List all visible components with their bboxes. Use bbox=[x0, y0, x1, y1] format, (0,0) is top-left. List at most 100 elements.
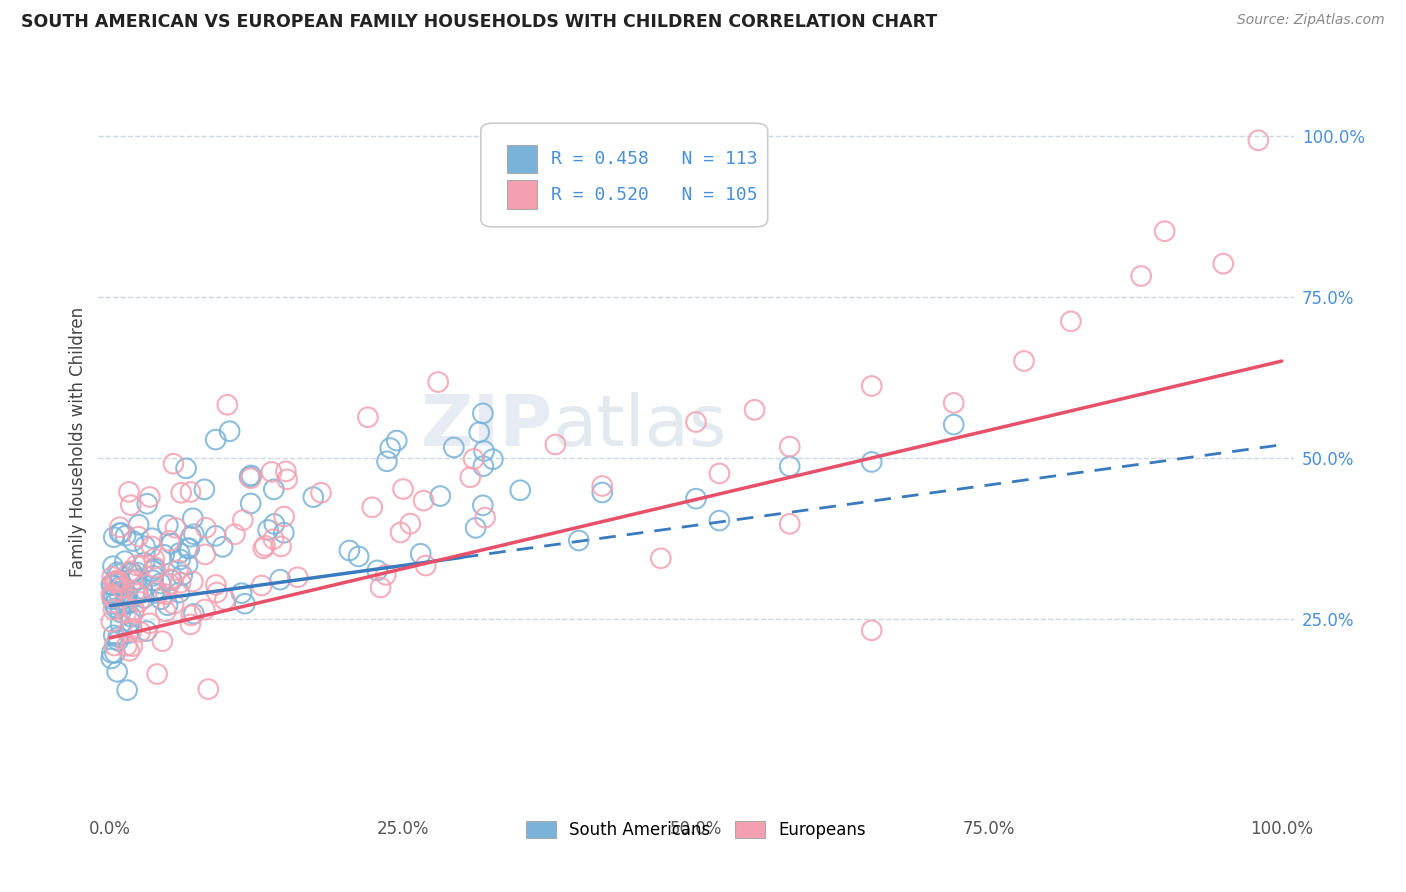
Point bbox=[779, 459, 801, 474]
Point bbox=[357, 410, 380, 425]
Point bbox=[252, 541, 274, 556]
Point bbox=[180, 530, 202, 544]
Point bbox=[134, 539, 156, 553]
Point bbox=[114, 554, 136, 568]
Point bbox=[162, 457, 184, 471]
Point bbox=[709, 467, 731, 481]
Point bbox=[159, 572, 181, 586]
Point bbox=[103, 586, 125, 600]
Point bbox=[273, 509, 295, 524]
Point bbox=[276, 472, 298, 486]
Point bbox=[105, 566, 128, 580]
Point bbox=[103, 603, 125, 617]
Point bbox=[385, 434, 408, 448]
Point bbox=[374, 567, 396, 582]
Point bbox=[482, 452, 505, 467]
Point bbox=[153, 548, 176, 562]
Point bbox=[124, 602, 146, 616]
Point bbox=[942, 396, 965, 410]
Point bbox=[1212, 257, 1234, 271]
Point bbox=[129, 624, 152, 639]
Point bbox=[121, 566, 143, 580]
Point bbox=[211, 540, 233, 554]
Point bbox=[121, 574, 143, 588]
Point bbox=[127, 530, 149, 544]
Point bbox=[128, 517, 150, 532]
Point bbox=[1247, 133, 1270, 147]
Text: atlas: atlas bbox=[553, 392, 727, 461]
Point bbox=[108, 526, 131, 541]
Point bbox=[104, 601, 127, 615]
Point bbox=[172, 568, 194, 582]
Point bbox=[389, 525, 412, 540]
Point bbox=[115, 594, 138, 608]
Point bbox=[104, 646, 127, 660]
Point bbox=[260, 465, 283, 479]
Point bbox=[110, 526, 132, 541]
Point bbox=[122, 605, 145, 619]
Point bbox=[146, 667, 169, 681]
Point bbox=[591, 485, 613, 500]
Point bbox=[142, 574, 165, 588]
Point bbox=[105, 665, 128, 679]
Point bbox=[162, 597, 184, 611]
Point bbox=[370, 581, 392, 595]
Point bbox=[165, 521, 187, 535]
Point bbox=[779, 516, 801, 531]
Point bbox=[115, 683, 138, 698]
Point bbox=[105, 588, 128, 602]
Point bbox=[942, 417, 965, 432]
Point bbox=[183, 527, 205, 541]
Point bbox=[156, 518, 179, 533]
Point bbox=[149, 576, 172, 591]
Point bbox=[361, 500, 384, 515]
Point bbox=[240, 468, 263, 483]
Point bbox=[409, 547, 432, 561]
Point bbox=[415, 558, 437, 573]
Point bbox=[169, 552, 191, 566]
Point bbox=[108, 567, 131, 582]
Point bbox=[263, 483, 285, 497]
Point bbox=[779, 440, 801, 454]
Point bbox=[464, 521, 486, 535]
FancyBboxPatch shape bbox=[508, 180, 537, 209]
Point bbox=[181, 574, 204, 589]
Point bbox=[127, 566, 149, 580]
Point bbox=[412, 493, 434, 508]
Point bbox=[232, 513, 254, 527]
Point bbox=[125, 573, 148, 587]
Point bbox=[104, 574, 127, 588]
Point bbox=[120, 610, 142, 624]
Point bbox=[131, 559, 153, 574]
Point bbox=[183, 607, 205, 621]
Point bbox=[136, 497, 159, 511]
Point bbox=[121, 566, 143, 580]
Point bbox=[118, 565, 141, 579]
Point bbox=[176, 541, 198, 556]
Point bbox=[155, 604, 177, 618]
Point bbox=[128, 595, 150, 609]
Point bbox=[114, 528, 136, 542]
Point bbox=[101, 590, 124, 604]
Point bbox=[197, 682, 219, 697]
Point bbox=[125, 558, 148, 573]
Point bbox=[270, 540, 292, 554]
Point bbox=[287, 570, 309, 584]
Point bbox=[100, 651, 122, 665]
Point bbox=[131, 582, 153, 596]
Point bbox=[463, 452, 485, 467]
Point bbox=[472, 459, 495, 474]
Point bbox=[103, 575, 125, 590]
Point bbox=[239, 471, 262, 485]
Point bbox=[263, 516, 285, 531]
Point bbox=[509, 483, 531, 498]
Point bbox=[174, 461, 197, 475]
Point bbox=[118, 484, 141, 499]
Point bbox=[110, 606, 132, 620]
Point bbox=[122, 534, 145, 549]
Point bbox=[107, 630, 129, 644]
Point bbox=[218, 424, 240, 438]
Point bbox=[347, 549, 370, 564]
Point bbox=[118, 644, 141, 658]
Point bbox=[111, 581, 134, 595]
